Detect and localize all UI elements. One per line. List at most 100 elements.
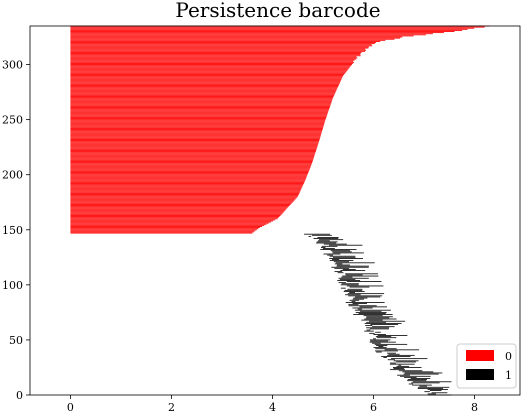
bar-dim1 — [320, 249, 357, 251]
bar-dim1 — [334, 263, 343, 265]
bar-dim1 — [364, 323, 402, 324]
bar-dim0 — [70, 136, 321, 138]
bar-dim0 — [70, 61, 355, 63]
bar-dim1 — [381, 356, 411, 357]
bar-dim1 — [340, 287, 346, 289]
bar-dim1 — [311, 234, 332, 236]
bar-dim1 — [332, 259, 340, 260]
bar-dim0 — [70, 86, 339, 88]
bar-dim1 — [321, 247, 326, 248]
bar-dim0 — [70, 228, 259, 230]
bar-dim1 — [330, 250, 350, 252]
bar-dim0 — [70, 125, 324, 127]
bar-dim1 — [357, 308, 363, 310]
bar-dim1 — [373, 334, 387, 335]
bar-dim1 — [316, 242, 337, 244]
bar-dim1 — [376, 337, 397, 339]
y-tick-label: 50 — [9, 334, 23, 347]
bar-dim1 — [342, 269, 356, 270]
bar-dim0 — [70, 132, 322, 134]
bar-dim0 — [70, 172, 309, 173]
bar-dim0 — [70, 115, 327, 117]
bar-dim1 — [372, 326, 395, 328]
bar-dim0 — [70, 200, 294, 202]
bar-dim1 — [399, 375, 431, 377]
bar-dim1 — [359, 306, 387, 308]
bar-dim0 — [70, 99, 333, 101]
bar-dim1 — [359, 310, 382, 312]
bar-dim0 — [70, 173, 308, 175]
bar-dim1 — [351, 300, 356, 302]
bar-dim0 — [70, 188, 302, 190]
bar-dim0 — [70, 107, 330, 108]
bar-dim1 — [317, 237, 339, 238]
bar-dim1 — [411, 382, 440, 384]
bar-dim0 — [70, 85, 339, 86]
bar-dim0 — [70, 178, 306, 180]
bar-dim0 — [70, 141, 319, 143]
bar-dim0 — [70, 185, 303, 187]
bar-dim0 — [70, 36, 403, 38]
bar-dim1 — [336, 264, 350, 266]
bar-dim0 — [70, 94, 335, 96]
chart-title: Persistence barcode — [175, 0, 380, 22]
bar-dim0 — [70, 31, 455, 32]
bar-dim1 — [404, 376, 417, 378]
bar-dim0 — [70, 155, 315, 157]
bar-dim1 — [354, 309, 391, 311]
bar-dim1 — [366, 321, 387, 323]
bar-dim1 — [427, 389, 448, 390]
bar-dim1 — [348, 295, 383, 297]
bar-dim0 — [70, 88, 338, 90]
bar-dim1 — [417, 386, 450, 388]
bar-dim1 — [349, 299, 360, 301]
bar-dim1 — [366, 317, 390, 319]
bar-dim1 — [334, 267, 350, 269]
bar-dim1 — [419, 385, 428, 387]
bar-dim1 — [347, 293, 385, 295]
bar-dim0 — [70, 164, 312, 166]
bar-dim0 — [70, 74, 345, 75]
legend-swatch — [466, 369, 494, 380]
bar-dim0 — [70, 189, 301, 191]
bar-dim0 — [70, 196, 298, 198]
bar-dim0 — [70, 157, 314, 159]
bar-dim0 — [70, 174, 308, 176]
bar-dim1 — [407, 380, 427, 382]
bar-dim1 — [331, 266, 369, 268]
bar-dim0 — [70, 167, 311, 169]
bar-dim0 — [70, 162, 313, 164]
bar-dim0 — [70, 70, 347, 72]
bar-dim1 — [387, 352, 396, 354]
bar-dim1 — [393, 360, 419, 362]
bar-dim1 — [378, 346, 384, 347]
bar-dim0 — [70, 216, 280, 218]
bar-dim0 — [70, 177, 307, 179]
bar-dim0 — [70, 224, 265, 226]
bar-dim0 — [70, 75, 344, 77]
bar-dim0 — [70, 165, 312, 167]
bar-dim1 — [340, 270, 366, 271]
bar-dim1 — [364, 318, 397, 320]
bar-dim0 — [70, 110, 329, 112]
bar-dim1 — [410, 378, 431, 379]
y-tick-label: 100 — [2, 279, 23, 292]
bar-dim0 — [70, 207, 288, 209]
bar-dim0 — [70, 135, 321, 137]
bar-dim1 — [369, 332, 375, 334]
bar-dim1 — [387, 359, 396, 361]
bar-dim0 — [70, 124, 324, 126]
bar-dim0 — [70, 208, 287, 210]
bar-dim0 — [70, 183, 304, 184]
bar-dim1 — [417, 387, 444, 389]
bar-dim0 — [70, 40, 381, 42]
bar-dim1 — [370, 324, 399, 325]
bar-dim0 — [70, 42, 376, 43]
bar-dim0 — [70, 67, 350, 69]
bar-dim0 — [70, 60, 354, 62]
axes: 0 2 4 6 8 0 50 100 150 200 250 300 — [2, 25, 521, 414]
bar-dim1 — [345, 274, 363, 276]
bar-dim0 — [70, 80, 341, 82]
bar-dim1 — [337, 280, 361, 281]
bar-dim1 — [375, 331, 381, 333]
